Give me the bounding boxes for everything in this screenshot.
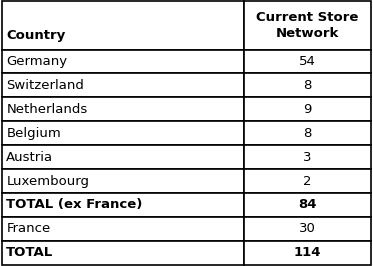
Bar [2, 1, 244, 49]
Text: 8: 8 [303, 127, 311, 140]
Text: Belgium: Belgium [6, 127, 61, 140]
Text: Country: Country [6, 28, 66, 41]
Text: 3: 3 [303, 151, 312, 164]
Bar [244, 49, 371, 73]
Bar [2, 193, 244, 217]
Bar [2, 73, 244, 97]
Text: Netherlands: Netherlands [6, 103, 88, 116]
Text: TOTAL: TOTAL [6, 246, 54, 259]
Bar [2, 121, 244, 145]
Text: 84: 84 [298, 198, 317, 211]
Bar [244, 1, 371, 49]
Text: 2: 2 [303, 174, 312, 188]
Bar [244, 97, 371, 121]
Bar [2, 49, 244, 73]
Bar [244, 169, 371, 193]
Bar [2, 97, 244, 121]
Text: Current Store
Network: Current Store Network [256, 11, 358, 40]
Text: Austria: Austria [6, 151, 53, 164]
Text: Luxembourg: Luxembourg [6, 174, 90, 188]
Bar [2, 145, 244, 169]
Text: France: France [6, 222, 51, 235]
Text: Switzerland: Switzerland [6, 79, 84, 92]
Text: 54: 54 [299, 55, 316, 68]
Text: 114: 114 [294, 246, 321, 259]
Text: 9: 9 [303, 103, 311, 116]
Text: TOTAL (ex France): TOTAL (ex France) [6, 198, 143, 211]
Bar [244, 241, 371, 265]
Bar [244, 217, 371, 241]
Bar [244, 121, 371, 145]
Bar [244, 145, 371, 169]
Text: Germany: Germany [6, 55, 68, 68]
Bar [244, 193, 371, 217]
Bar [2, 217, 244, 241]
Text: 30: 30 [299, 222, 316, 235]
Bar [244, 73, 371, 97]
Text: 8: 8 [303, 79, 311, 92]
Bar [2, 241, 244, 265]
Bar [2, 169, 244, 193]
